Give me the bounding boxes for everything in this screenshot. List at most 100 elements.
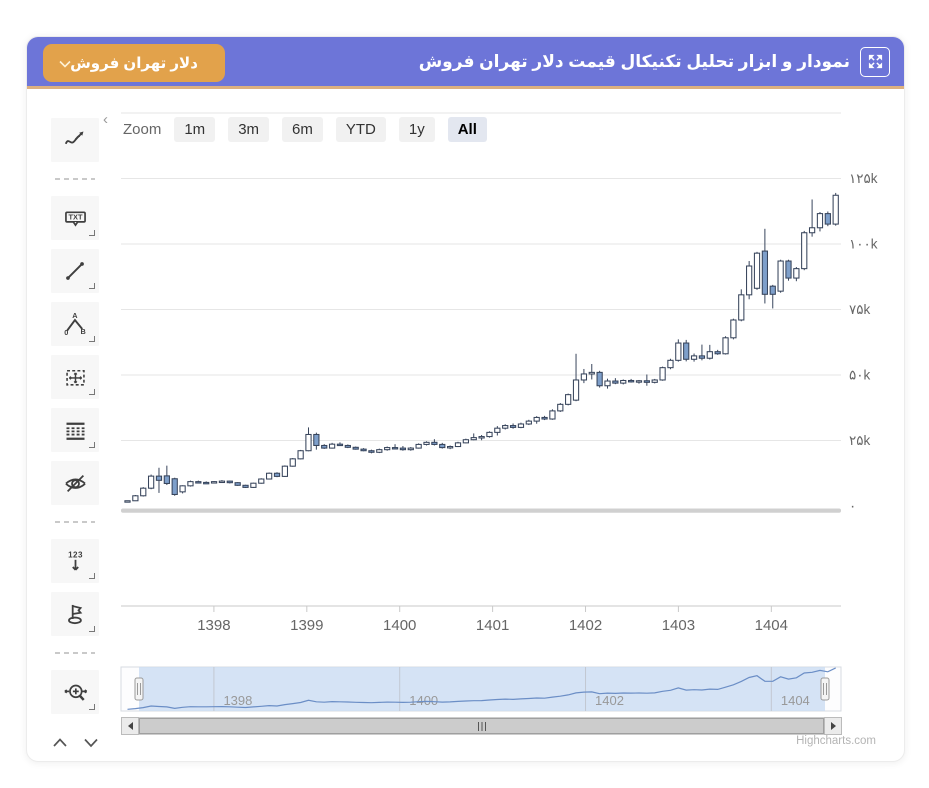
candle-body <box>502 425 509 429</box>
candle-body <box>659 367 666 381</box>
candle-body <box>683 342 690 360</box>
scrollbar-track[interactable] <box>139 717 824 735</box>
measure-icon <box>65 369 85 386</box>
annotation-text-tool[interactable]: TXT <box>51 196 99 240</box>
indicators-tool[interactable] <box>51 118 99 162</box>
candle-body <box>612 380 619 384</box>
navigator-handle[interactable] <box>820 677 830 701</box>
flag-tool[interactable] <box>51 592 99 636</box>
candle-body <box>218 480 226 484</box>
zoom-pan-icon <box>63 684 87 701</box>
navigator-label: 1398 <box>223 693 252 708</box>
scrollbar-left-button[interactable] <box>121 717 139 735</box>
candle-body <box>635 380 643 383</box>
candle-body <box>281 465 289 477</box>
candle-body <box>399 447 407 451</box>
fibonacci-tool[interactable] <box>51 408 99 452</box>
candle-body <box>667 359 674 369</box>
candle-body <box>171 478 178 495</box>
candle-body <box>816 213 824 229</box>
svg-text:TXT: TXT <box>68 212 82 221</box>
candle-body <box>627 379 635 383</box>
fullscreen-button[interactable] <box>860 46 890 77</box>
candle-body <box>793 268 800 279</box>
toolbar-collapse-chevron[interactable]: ‹ <box>103 111 108 128</box>
candle-body <box>557 403 564 412</box>
range-button-ytd[interactable]: YTD <box>335 117 386 142</box>
navigator-label: 1400 <box>409 693 438 708</box>
symbol-dropdown-label: دلار تهران فروش <box>70 55 198 72</box>
toolbar-separator <box>55 652 95 654</box>
range-button-3m[interactable]: 3m <box>228 117 270 142</box>
scrollbar-thumb[interactable] <box>139 718 824 734</box>
eye-slash-icon <box>64 474 86 492</box>
chart-scrollbar <box>121 717 842 735</box>
candle-body <box>376 449 383 453</box>
stock-tools-toolbar: TXT A 0 B <box>51 118 99 751</box>
y-axis-label: ۱۰۰k <box>849 237 878 252</box>
candle-body <box>541 416 548 420</box>
candle-body <box>305 433 312 452</box>
candle-body <box>226 480 233 484</box>
triangle-left-icon <box>127 722 133 730</box>
candle-body <box>258 478 265 484</box>
x-axis-label: 1400 <box>383 617 416 634</box>
toggle-annotations-tool[interactable] <box>51 461 99 505</box>
trend-line-tool[interactable] <box>51 249 99 293</box>
candle-body <box>620 379 627 384</box>
range-button-1y[interactable]: 1y <box>398 117 435 142</box>
navigator-handle[interactable] <box>134 677 144 701</box>
candle-body <box>210 481 218 484</box>
candle-body <box>643 380 650 383</box>
candle-body <box>328 443 336 449</box>
candle-body <box>454 442 462 448</box>
candle-body <box>234 482 241 486</box>
candle-body <box>832 194 839 225</box>
candle-body <box>415 443 422 449</box>
candle-body <box>651 379 658 383</box>
candle-body <box>572 379 580 401</box>
x-axis-label: 1398 <box>197 617 230 634</box>
candle-body <box>478 436 485 439</box>
candle-body <box>250 482 257 488</box>
y-axis-label: ۲۵k <box>849 433 871 448</box>
candle-body <box>344 444 351 448</box>
toolbar-page-up-button[interactable] <box>49 733 71 751</box>
navigator-label: 1404 <box>781 693 810 708</box>
scrollbar-right-button[interactable] <box>824 717 842 735</box>
elliott-wave-tool[interactable]: A 0 B <box>51 302 99 346</box>
range-button-1m[interactable]: 1m <box>174 117 216 142</box>
price-chart: 1398 1399 1400 1401 1402 1403 1404 ۱۲۵k ۱۰۰k ۷۵k ۵… <box>120 112 878 712</box>
y-axis-label: ۵۰k <box>849 368 871 383</box>
navigator-series <box>127 667 836 710</box>
chevron-down-icon <box>59 60 71 68</box>
vertical-labels-tool[interactable]: 123 <box>51 539 99 583</box>
candle-body <box>509 425 517 428</box>
line-segment-icon <box>66 262 84 280</box>
highcharts-credits: Highcharts.com <box>796 735 876 747</box>
zoom-pan-tool[interactable] <box>51 670 99 714</box>
candle-body <box>824 213 831 225</box>
measure-tool[interactable] <box>51 355 99 399</box>
range-button-6m[interactable]: 6m <box>282 117 323 142</box>
candle-body <box>675 342 682 361</box>
candle-body <box>494 427 501 433</box>
candle-body <box>336 443 344 447</box>
chart-body: 1398 1399 1400 1401 1402 1403 1404 ۱۲۵k ۱۰۰k ۷۵k ۵… <box>27 89 904 758</box>
candle-body <box>761 250 769 295</box>
candle-body <box>431 441 438 445</box>
candle-body <box>746 265 753 296</box>
flag-icon <box>67 604 82 624</box>
toolbar-separator <box>55 521 95 523</box>
symbol-dropdown[interactable]: دلار تهران فروش <box>43 44 225 82</box>
candle-body <box>423 441 430 445</box>
candle-body <box>525 420 532 425</box>
candle-body <box>179 485 186 493</box>
range-button-all[interactable]: All <box>447 117 487 142</box>
candle-body <box>785 260 792 279</box>
candle-body <box>147 475 155 489</box>
toolbar-page-down-button[interactable] <box>80 733 102 751</box>
range-selector-label: Zoom <box>123 121 162 138</box>
zero-baseline-band <box>121 508 841 513</box>
scrollbar-grip-icon <box>477 721 486 731</box>
